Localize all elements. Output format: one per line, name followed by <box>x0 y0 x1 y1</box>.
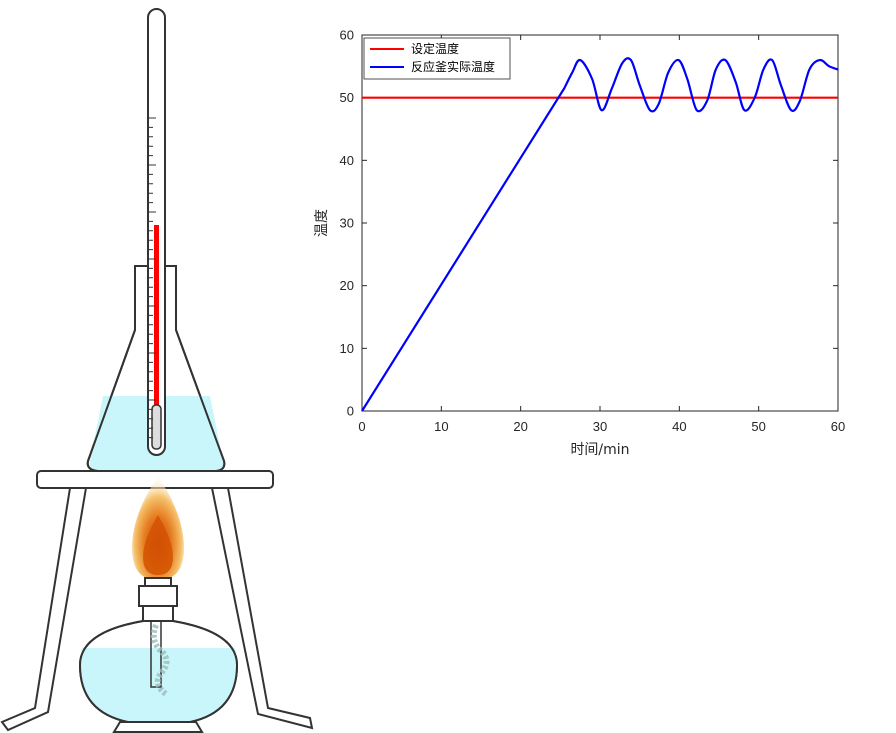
y-tick-label: 40 <box>340 153 354 168</box>
flame-icon <box>132 476 184 580</box>
y-tick-label: 30 <box>340 216 354 231</box>
legend-label-setpoint: 设定温度 <box>411 41 459 56</box>
plot-area <box>361 34 839 412</box>
legend: 设定温度 反应釜实际温度 <box>363 37 511 80</box>
thermometer-icon <box>147 8 166 456</box>
y-tick-label: 50 <box>340 90 354 105</box>
x-tick-label: 60 <box>831 419 845 434</box>
series-line-actual <box>361 57 839 412</box>
x-tick-label: 10 <box>434 419 448 434</box>
y-tick-label: 10 <box>340 341 354 356</box>
y-axis-label: 温度 <box>314 209 330 237</box>
y-tick-label: 0 <box>347 404 354 419</box>
y-tick-label: 20 <box>340 278 354 293</box>
x-tick-label: 50 <box>751 419 765 434</box>
x-tick-label: 20 <box>513 419 527 434</box>
tick-labels: 0 10 20 30 40 50 60 0 10 20 30 40 50 60 <box>340 28 846 435</box>
x-tick-label: 0 <box>358 419 365 434</box>
x-axis-label: 时间/min <box>570 442 629 458</box>
x-tick-label: 40 <box>672 419 686 434</box>
y-tick-label: 60 <box>340 28 354 43</box>
experiment-illustration <box>0 8 314 733</box>
legend-box <box>363 37 511 80</box>
x-tick-label: 30 <box>593 419 607 434</box>
series-lines <box>361 57 839 412</box>
legend-label-actual: 反应釜实际温度 <box>411 59 495 74</box>
burner-icon <box>78 577 239 733</box>
